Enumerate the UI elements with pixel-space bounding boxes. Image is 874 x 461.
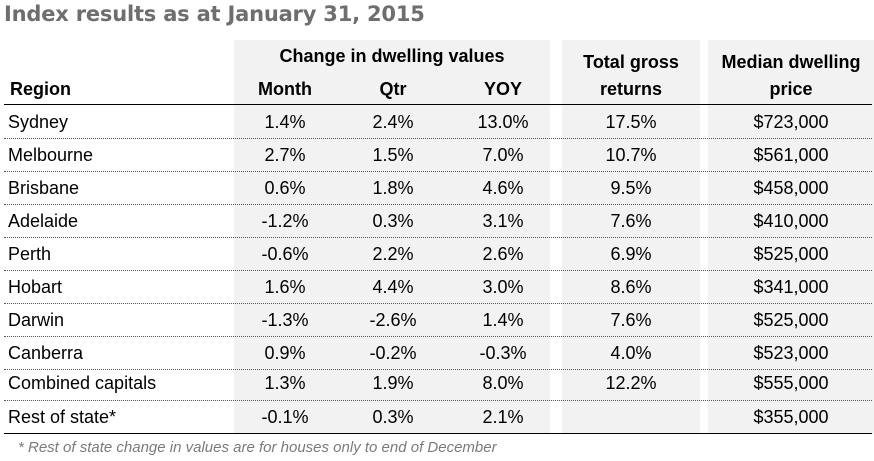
cell-region: Brisbane (8, 178, 80, 198)
cell-qtr: 0.3% (372, 407, 414, 427)
cell-month: 2.7% (264, 145, 306, 165)
cell-total: 17.5% (605, 112, 657, 132)
cell-yoy: 2.1% (482, 407, 524, 427)
cell-median: $555,000 (753, 373, 829, 393)
header-rule (4, 104, 872, 105)
cell-yoy: 8.0% (482, 373, 524, 393)
cell-total: 9.5% (610, 178, 652, 198)
cell-yoy: 13.0% (477, 112, 529, 132)
cell-qtr: 1.8% (372, 178, 414, 198)
row-divider (4, 369, 872, 370)
cell-yoy: 4.6% (482, 178, 524, 198)
cell-qtr: 1.9% (372, 373, 414, 393)
header-month: Month (258, 79, 312, 99)
header-qtr: Qtr (379, 79, 407, 99)
row-divider (4, 270, 872, 271)
cell-qtr: 4.4% (372, 277, 414, 297)
row-divider (4, 336, 872, 337)
header-median-line2: price (769, 79, 813, 99)
cell-total: 6.9% (610, 244, 652, 264)
row-divider (4, 138, 872, 139)
cell-median: $410,000 (753, 211, 829, 231)
cell-median: $341,000 (753, 277, 829, 297)
cell-month: -0.6% (261, 244, 309, 264)
cell-month: 0.9% (264, 343, 306, 363)
cell-median: $525,000 (753, 310, 829, 330)
cell-median: $458,000 (753, 178, 829, 198)
cell-qtr: 2.4% (372, 112, 414, 132)
cell-region: Perth (8, 244, 52, 264)
cell-median: $723,000 (753, 112, 829, 132)
cell-median: $355,000 (753, 407, 829, 427)
cell-region: Combined capitals (8, 373, 157, 393)
cell-qtr: 1.5% (372, 145, 414, 165)
cell-yoy: 2.6% (482, 244, 524, 264)
row-divider (4, 204, 872, 205)
header-yoy: YOY (483, 79, 522, 99)
cell-median: $523,000 (753, 343, 829, 363)
cell-total: 12.2% (605, 373, 657, 393)
cell-month: 0.6% (264, 178, 306, 198)
cell-region: Canberra (8, 343, 84, 363)
header-total-line2: returns (599, 79, 662, 99)
cell-month: 1.3% (264, 373, 306, 393)
cell-total: 7.6% (610, 211, 652, 231)
cell-median: $525,000 (753, 244, 829, 264)
table-row: Brisbane 0.6% 1.8% 4.6% 9.5% $458,000 (4, 172, 872, 204)
table-row: Darwin -1.3% -2.6% 1.4% 7.6% $525,000 (4, 304, 872, 336)
header-median-line1: Median dwelling (721, 52, 861, 72)
cell-total: 8.6% (610, 277, 652, 297)
cell-total: 10.7% (605, 145, 657, 165)
table-row: Perth -0.6% 2.2% 2.6% 6.9% $525,000 (4, 238, 872, 270)
cell-month: -1.2% (261, 211, 309, 231)
cell-yoy: -0.3% (479, 343, 527, 363)
footnote: * Rest of state change in values are for… (18, 439, 497, 456)
cell-region: Sydney (8, 112, 69, 132)
cell-region: Adelaide (8, 211, 79, 231)
table-row: Adelaide -1.2% 0.3% 3.1% 7.6% $410,000 (4, 205, 872, 237)
table-row: Rest of state* -0.1% 0.3% 2.1% $355,000 (4, 401, 872, 433)
cell-month: -0.1% (261, 407, 309, 427)
cell-qtr: -0.2% (369, 343, 417, 363)
cell-region: Hobart (8, 277, 63, 297)
cell-region: Darwin (8, 310, 65, 330)
cell-total: 7.6% (610, 310, 652, 330)
header-change-group: Change in dwelling values (279, 46, 505, 66)
cell-yoy: 1.4% (482, 310, 524, 330)
cell-month: -1.3% (261, 310, 309, 330)
table-row: Hobart 1.6% 4.4% 3.0% 8.6% $341,000 (4, 271, 872, 303)
cell-median: $561,000 (753, 145, 829, 165)
cell-qtr: 0.3% (372, 211, 414, 231)
cell-region: Melbourne (8, 145, 94, 165)
table-bottom-rule (4, 433, 872, 434)
cell-yoy: 3.0% (482, 277, 524, 297)
cell-region: Rest of state* (8, 407, 117, 427)
cell-total: 4.0% (610, 343, 652, 363)
table-row: Sydney 1.4% 2.4% 13.0% 17.5% $723,000 (4, 106, 872, 138)
table-row: Combined capitals 1.3% 1.9% 8.0% 12.2% $… (4, 367, 872, 399)
cell-month: 1.6% (264, 277, 306, 297)
cell-yoy: 7.0% (482, 145, 524, 165)
cell-total (562, 401, 700, 433)
page-title: Index results as at January 31, 2015 (4, 2, 425, 26)
row-divider (4, 171, 872, 172)
cell-month: 1.4% (264, 112, 306, 132)
cell-qtr: 2.2% (372, 244, 414, 264)
cell-qtr: -2.6% (369, 310, 417, 330)
table-row: Melbourne 2.7% 1.5% 7.0% 10.7% $561,000 (4, 139, 872, 171)
row-divider (4, 303, 872, 304)
row-divider (4, 237, 872, 238)
header-region: Region (10, 79, 71, 99)
header-total-line1: Total gross (583, 52, 679, 72)
cell-yoy: 3.1% (482, 211, 524, 231)
table-row: Canberra 0.9% -0.2% -0.3% 4.0% $523,000 (4, 337, 872, 369)
row-divider (4, 400, 872, 401)
